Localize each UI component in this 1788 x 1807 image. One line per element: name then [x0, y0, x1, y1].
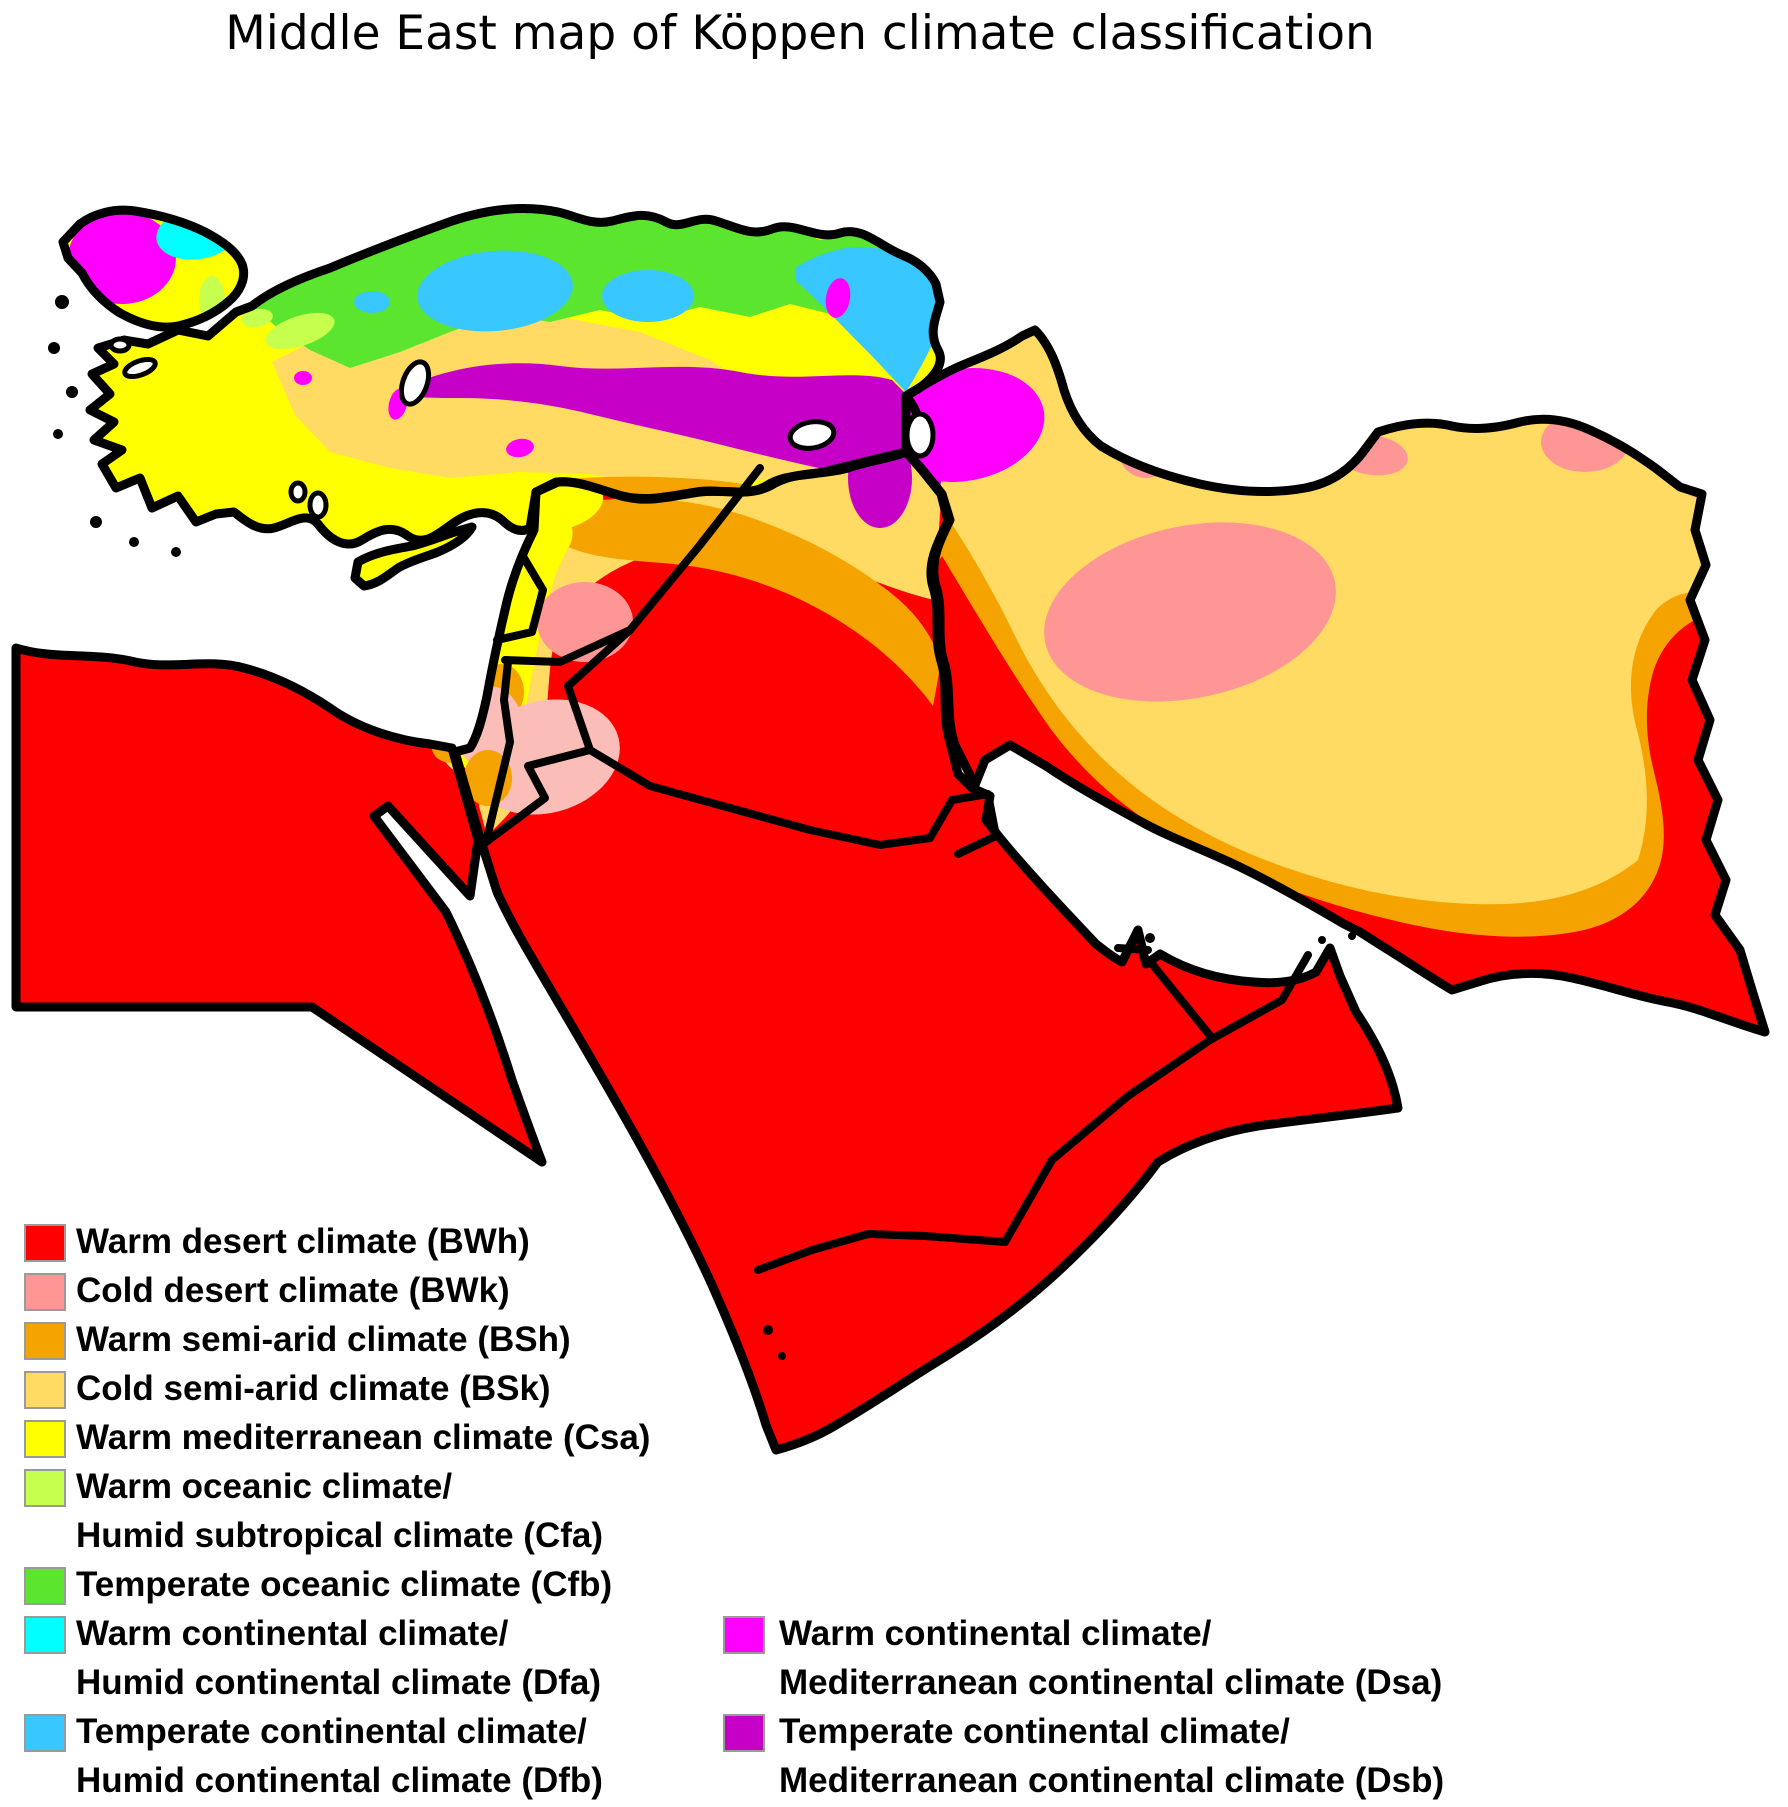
border-iraq-saudi [586, 746, 956, 849]
zone-cfb-blacksea [252, 210, 938, 368]
zone-cfa-patch [241, 308, 273, 328]
island [129, 537, 139, 547]
border-kuwait [948, 790, 1000, 858]
border-lebanon [493, 554, 547, 644]
border-israel-jordan [482, 658, 514, 846]
country-borders [482, 464, 1312, 1274]
zone-bsh-band [554, 498, 941, 706]
island-redsea [763, 1325, 773, 1335]
zone-dsa-spot [294, 371, 312, 385]
zone-dsa-thrace [68, 212, 176, 304]
border-jordan-saudi [482, 682, 594, 846]
lake-tuz [398, 359, 432, 407]
zone-dsa-spot [506, 438, 534, 458]
border-syria-jordan [501, 626, 634, 666]
border-qatar [1114, 944, 1152, 954]
zone-dsa-spot [825, 278, 851, 318]
island-hormuz [1348, 932, 1356, 940]
lake-egirdir [307, 490, 329, 520]
island [66, 386, 78, 398]
lakes [108, 336, 936, 520]
small-islands [48, 295, 1356, 1360]
lake-uluabat [108, 336, 132, 354]
zone-dfb-patch [602, 270, 694, 322]
zone-dfb-patch [354, 291, 390, 313]
border-syria-iraq [564, 464, 764, 690]
zone-bwk-central-iran [1044, 522, 1336, 702]
egypt-landmass [16, 648, 542, 1162]
turkey-climate-zones [241, 210, 938, 504]
page-title: Middle East map of Köppen climate classi… [225, 6, 1375, 61]
zone-dsb-band [392, 363, 919, 494]
border-yemen-oman [1001, 1092, 1132, 1246]
border-saudi-uae [1148, 960, 1216, 1042]
lake-urmia [904, 411, 936, 459]
lake-beysehir [288, 480, 308, 504]
island-hormuz [1318, 936, 1326, 944]
island [171, 547, 181, 557]
island [90, 516, 102, 528]
island-redsea [778, 1352, 786, 1360]
zone-dfb-northeast [795, 246, 938, 392]
island [55, 295, 69, 309]
border-saudi-yemen [754, 1230, 1009, 1274]
lake-iznik [122, 356, 158, 380]
zone-cfa-patch [265, 312, 335, 350]
island [53, 429, 63, 439]
lake-van [787, 419, 837, 451]
island-bahrain [1145, 933, 1155, 943]
zone-dfb-patch [417, 250, 573, 332]
border-saudi-oman [1124, 951, 1312, 1100]
island [48, 342, 60, 354]
